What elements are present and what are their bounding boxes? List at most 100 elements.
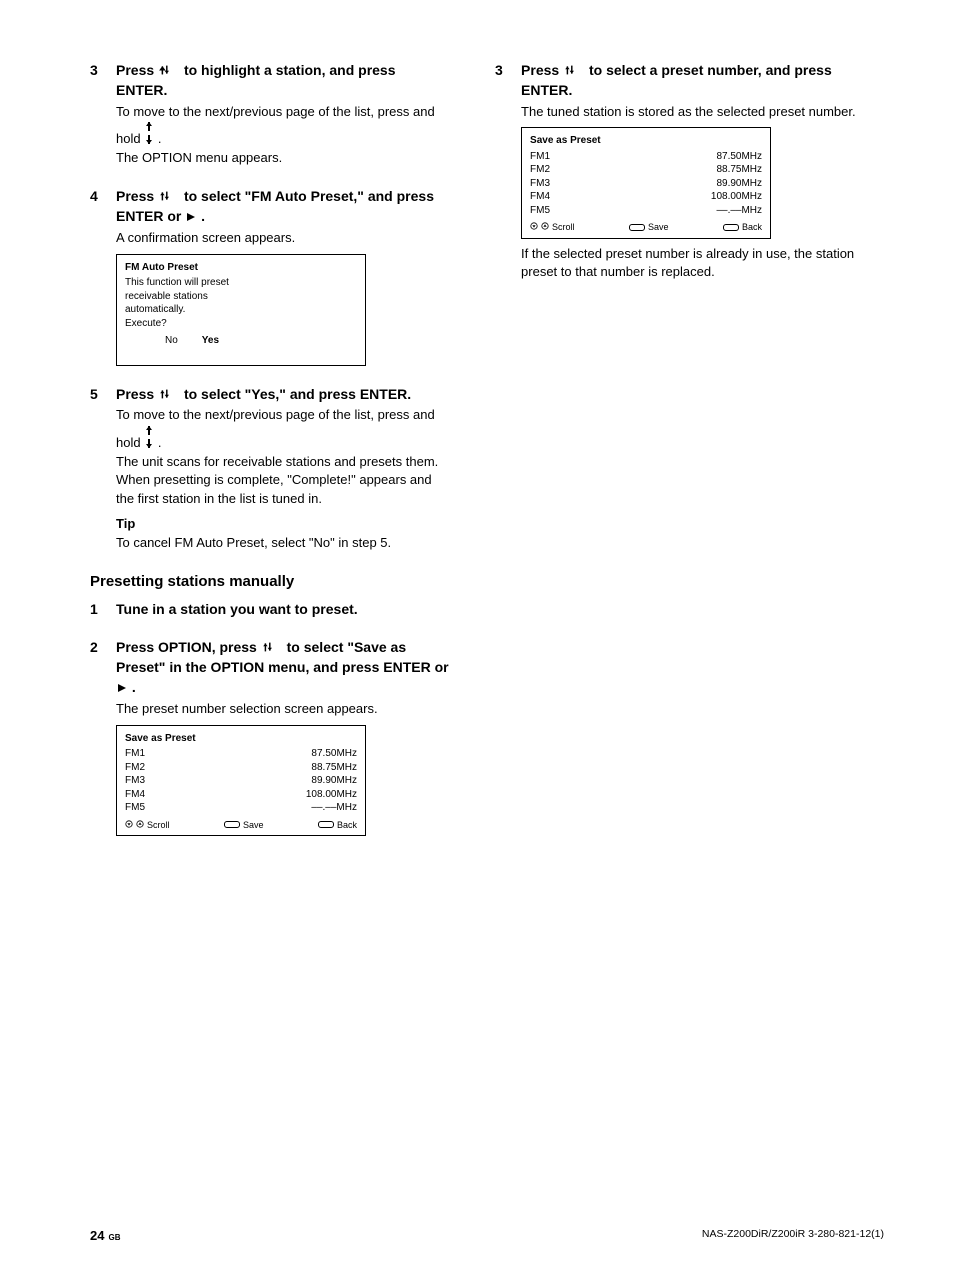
manual-step-3: 3 Press to select a preset number, and p… [495,60,884,282]
step-title: Press to select a preset number, and pre… [521,60,884,101]
label: Back [337,819,357,831]
up-down-arrow-icon [158,63,180,77]
text: . [158,435,162,450]
step-number: 5 [90,384,108,404]
model-docnum: NAS-Z200DiR/Z200iR 3-280-821-12(1) [702,1227,884,1246]
scroll-up-icon [541,221,549,233]
step-5: 5 Press to select "Yes," and press ENTER… [90,384,449,553]
text: To move to the next/previous page of the… [116,407,435,422]
right-arrow-icon [185,211,197,223]
softkey-save: Save [629,221,669,233]
softkey-scroll: Scroll [530,221,575,233]
step-title: Press to select "Yes," and press ENTER. [116,384,449,404]
label: Save [243,819,264,831]
step-subtext: The preset number selection screen appea… [116,700,449,719]
step-subtext: To move to the next/previous page of the… [116,103,449,169]
step-subtext: If the selected preset number is already… [521,245,884,283]
softkey-back: Back [723,221,762,233]
text: . [158,131,162,146]
screen-title: Save as Preset [125,732,357,746]
step-title: Press to highlight a station, and press … [116,60,449,101]
up-down-arrow-icon [261,640,283,654]
softkey-icon [318,821,334,828]
text: The OPTION menu appears. [116,150,282,165]
section-manual-preset: Presetting stations manually 1 Tune in a… [90,571,449,836]
step-title: Tune in a station you want to preset. [116,599,449,619]
text: Press [116,386,158,402]
text: The tuned station is stored as the selec… [521,104,856,119]
label: Back [742,221,762,233]
manual-page: 3 Press to highlight a station, and pres… [0,0,954,1274]
row-value: 89.90MHz [711,177,762,191]
page-number: 24 [90,1227,104,1246]
scroll-down-icon [125,819,133,831]
step-subtext: A confirmation screen appears. [116,229,449,248]
right-column: 3 Press to select a preset number, and p… [495,60,884,854]
manual-step-1: 1 Tune in a station you want to preset. [90,599,449,619]
row-value: ––.––MHz [705,204,762,218]
page-locale: GB [108,1232,120,1244]
lcd-screen-save-preset-right: Save as Preset FM1 87.50MHz FM2 88.75MHz… [521,127,771,238]
row-label: FM2 [125,761,145,775]
label: Scroll [552,221,575,233]
step-title: Press to select "FM Auto Preset," and pr… [116,186,449,227]
left-column: 3 Press to highlight a station, and pres… [90,60,449,854]
manual-step-2: 2 Press OPTION, press to select "Save as… [90,637,449,836]
softkey-icon [723,224,739,231]
row-label: FM5 [125,801,145,815]
step-number: 3 [495,60,513,80]
up-down-arrow-icon [158,387,180,401]
step-4: 4 Press to select "FM Auto Preset," and … [90,186,449,365]
tip-title: Tip [116,515,449,534]
label: Save [648,221,669,233]
row-label: FM2 [530,163,550,177]
row-value: ––.––MHz [300,801,357,815]
row-value: 89.90MHz [306,774,357,788]
up-down-arrow-icon [158,189,180,203]
screen-title: FM Auto Preset [125,261,357,275]
text: . [132,679,136,695]
row-value: 88.75MHz [306,761,357,775]
page-footer: 24 GB NAS-Z200DiR/Z200iR 3-280-821-12(1) [90,1227,884,1246]
step-subtext: To move to the next/previous page of the… [116,406,449,509]
text: Press [521,62,563,78]
two-column-layout: 3 Press to highlight a station, and pres… [90,60,884,854]
text: . [201,208,205,224]
text: Press [116,62,158,78]
right-arrow-icon [116,682,128,694]
step-number: 4 [90,186,108,206]
screen-title: Save as Preset [530,134,762,148]
softkey-scroll: Scroll [125,819,170,831]
scroll-up-icon [136,819,144,831]
up-down-stack-icon [144,425,154,449]
text: To move to the next/previous page of the… [116,104,435,119]
row-value: 108.00MHz [711,190,762,204]
text: hold [116,435,144,450]
text: The unit scans for receivable stations a… [116,454,438,507]
row-value: 88.75MHz [711,163,762,177]
label: Scroll [147,819,170,831]
row-label: FM4 [530,190,550,204]
option-yes: Yes [202,334,219,348]
tip-body: To cancel FM Auto Preset, select "No" in… [116,534,449,553]
step-number: 1 [90,599,108,619]
text: to select "Yes," and press ENTER. [184,386,411,402]
step-number: 2 [90,637,108,657]
step-title: Press OPTION, press to select "Save as P… [116,637,449,698]
step-subtext: The tuned station is stored as the selec… [521,103,884,122]
lcd-screen-autopreset: FM Auto Preset This function will preset… [116,254,366,366]
row-value: 87.50MHz [306,747,357,761]
row-label: FM1 [125,747,145,761]
softkey-icon [629,224,645,231]
text: If the selected preset number is already… [521,246,854,280]
row-value: 108.00MHz [306,788,357,802]
text: Press [116,188,158,204]
screen-line: This function will preset [125,276,357,290]
screen-line: Execute? [125,317,357,331]
softkey-save: Save [224,819,264,831]
scroll-down-icon [530,221,538,233]
row-label: FM3 [125,774,145,788]
tip-block: Tip To cancel FM Auto Preset, select "No… [116,515,449,553]
softkey-back: Back [318,819,357,831]
screen-line: receivable stations [125,290,357,304]
